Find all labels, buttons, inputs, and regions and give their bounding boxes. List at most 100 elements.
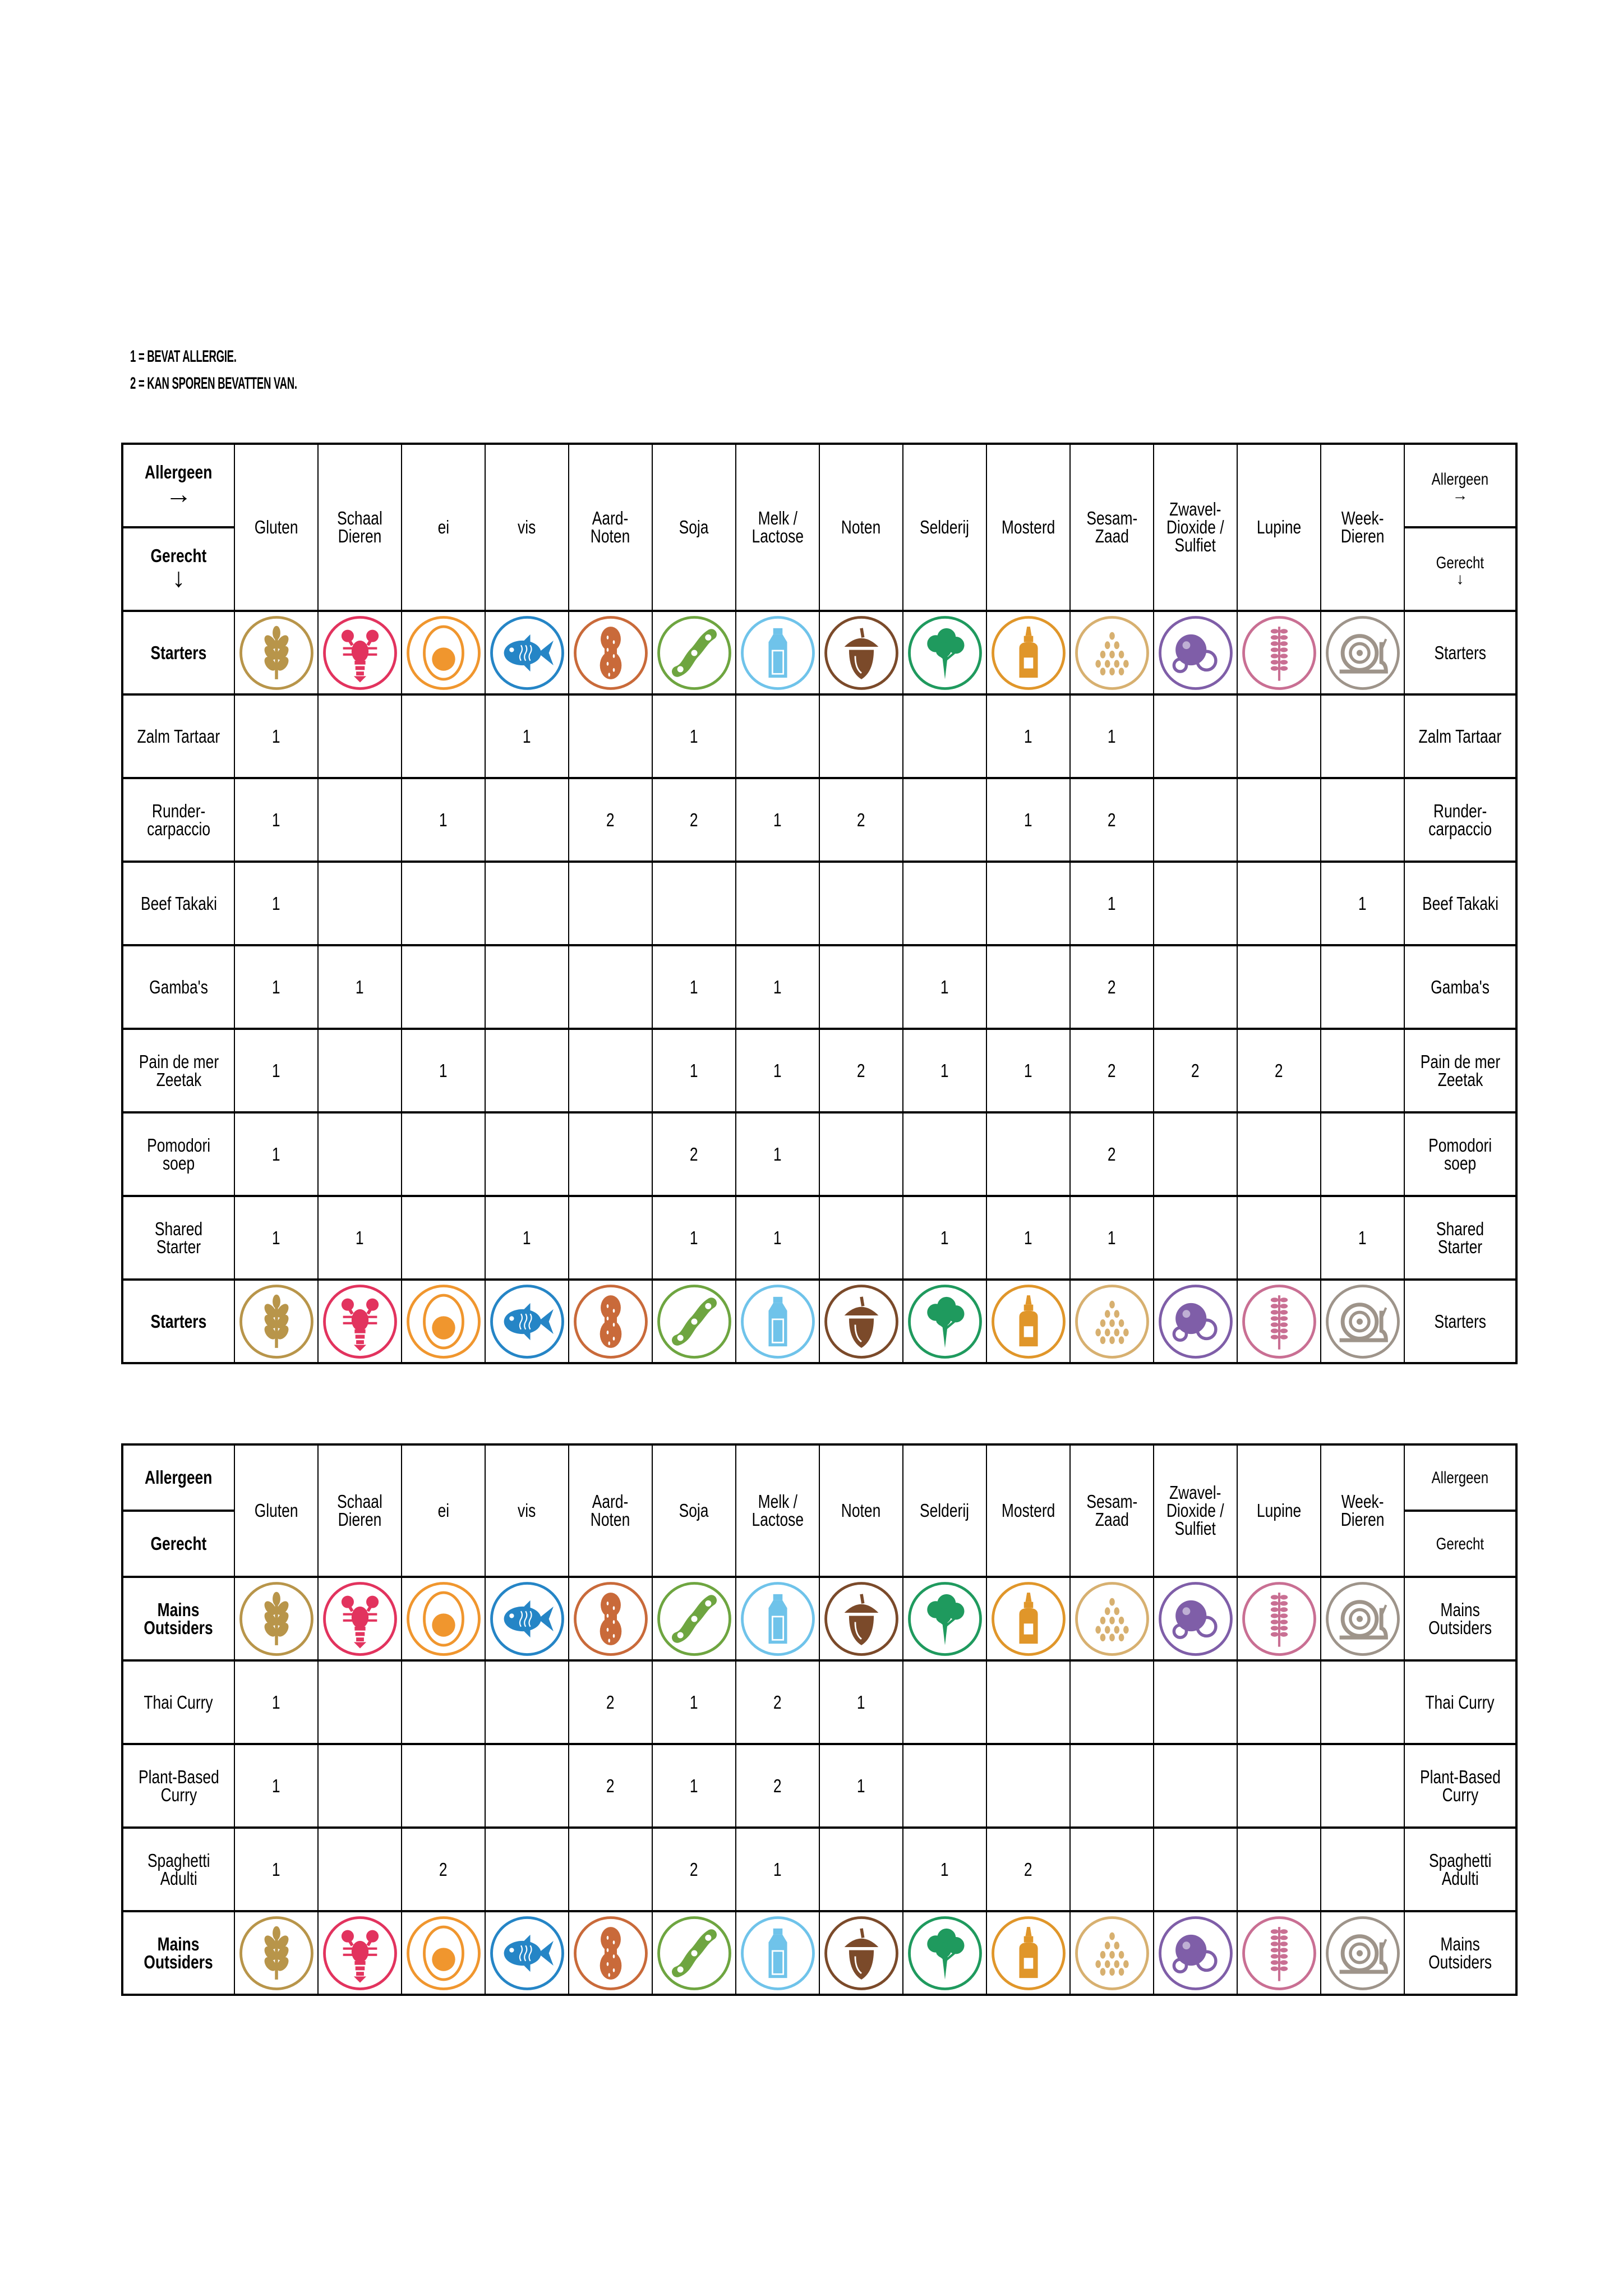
corner-dish-label: Gerecht (150, 545, 207, 566)
allergen-column-header: Sesam- Zaad (1069, 443, 1154, 612)
dish-row: Plant-Based Curry 1 2 1 2 1 Plant-Based Curry (122, 1743, 1517, 1829)
dish-name-text: Pomodori soep (146, 1134, 210, 1174)
allergen-value: 1 (690, 725, 698, 747)
allergen-icon-cell (234, 1910, 319, 1996)
section-name: Mains Outsiders (1428, 1599, 1492, 1638)
dish-row: Beef Takaki 1 1 1 Beef Takaki (122, 861, 1517, 946)
egg-icon (406, 1284, 481, 1359)
allergen-value-cell (485, 1743, 569, 1829)
allergen-value-cell (317, 1111, 402, 1197)
allergen-value-cell: 1 (234, 1743, 319, 1829)
dish-name-text: Runder- carpaccio (1428, 800, 1492, 839)
allergen-value-cell: 1 (652, 1659, 736, 1745)
allergen-value-cell: 2 (652, 1826, 736, 1912)
egg-icon (406, 615, 481, 690)
allergen-value-cell: 1 (234, 1028, 319, 1114)
allergen-icon-cell (1320, 1576, 1405, 1662)
section-label-right: Mains Outsiders (1404, 1910, 1517, 1996)
allergen-value: 1 (857, 1775, 865, 1796)
allergen-name: Mosterd (1001, 517, 1055, 537)
allergen-icon-cell (1320, 1278, 1405, 1364)
allergen-value: 2 (606, 809, 615, 830)
allergen-column-header: Schaal Dieren (317, 443, 402, 612)
lobster-icon (322, 615, 397, 690)
allergen-value-cell (1237, 1743, 1321, 1829)
allergen-value: 2 (439, 1858, 448, 1880)
allergen-value-cell: 2 (568, 1743, 653, 1829)
allergen-value-cell (317, 1659, 402, 1745)
allergen-value: 2 (606, 1775, 615, 1796)
allergen-value-cell: 2 (735, 1659, 820, 1745)
sulfite-icon (1158, 1916, 1233, 1990)
dish-name: Plant-Based Curry (122, 1743, 235, 1829)
dish-name: Pomodori soep (122, 1111, 235, 1197)
wheat-icon (239, 615, 313, 690)
allergen-value-cell (1320, 1826, 1405, 1912)
allergen-icon-cell (986, 610, 1071, 696)
allergen-column-header: Melk / Lactose (735, 1443, 820, 1578)
dish-name: Gamba's (122, 944, 235, 1030)
allergen-value-cell (317, 777, 402, 863)
lupine-icon (1242, 1916, 1316, 1990)
lobster-icon (322, 1916, 397, 1990)
allergen-name: Schaal Dieren (337, 508, 382, 546)
celery-icon (907, 1284, 982, 1359)
corner-allergen-label: Allergeen (145, 1467, 213, 1488)
legend-contains: 1 = BEVAT ALLERGIE. (130, 347, 237, 366)
allergen-icon-cell (735, 610, 820, 696)
egg-icon (406, 1581, 481, 1656)
allergen-icon-cell (234, 1278, 319, 1364)
dish-name-text: Beef Takaki (140, 892, 217, 914)
section-label-right: Mains Outsiders (1404, 1576, 1517, 1662)
allergen-table-mains: Allergeen Gluten Schaal Dieren ei vis Aard- N… (121, 1443, 1518, 1996)
peanut-icon (573, 615, 648, 690)
header-row: Allergeen Gluten Schaal Dieren ei vis Aard- N… (122, 1443, 1517, 1578)
allergen-value-cell: 1 (652, 944, 736, 1030)
sesame-icon (1075, 1916, 1149, 1990)
allergen-value-cell (1237, 1111, 1321, 1197)
allergen-value: 2 (857, 1060, 865, 1081)
dish-row: Gamba's 1 1 1 1 1 2 Gamba's (122, 944, 1517, 1030)
dish-name-text: Pain de mer Zeetak (1420, 1051, 1500, 1090)
allergen-icon-cell (652, 1910, 736, 1996)
soy-icon (657, 615, 731, 690)
allergen-name: Lupine (1256, 517, 1302, 537)
celery-icon (907, 1916, 982, 1990)
allergen-value-cell (401, 944, 486, 1030)
allergen-value: 1 (690, 1775, 698, 1796)
allergen-value-cell: 1 (735, 1195, 820, 1281)
dish-name-text: Shared Starter (1436, 1218, 1484, 1257)
allergen-value: 1 (272, 809, 280, 830)
allergen-value-cell: 1 (652, 693, 736, 779)
allergen-value-cell: 1 (735, 1111, 820, 1197)
allergen-icon-cell (317, 1278, 402, 1364)
allergen-value: 1 (773, 1227, 782, 1248)
arrow-right-icon: → (1452, 486, 1468, 504)
allergen-value: 1 (773, 809, 782, 830)
celery-icon (907, 1581, 982, 1656)
allergen-value-cell (401, 1195, 486, 1281)
allergen-value-cell: 2 (986, 1826, 1071, 1912)
allergen-value-cell (986, 1111, 1071, 1197)
right-allergen-header: Allergeen (1404, 1443, 1517, 1512)
allergen-icon-cell (1320, 1910, 1405, 1996)
dish-row: Runder- carpaccio 1 1 2 2 1 2 1 2 Runder- carpacc… (122, 777, 1517, 863)
allergen-value: 2 (1275, 1060, 1283, 1081)
celery-icon (907, 615, 982, 690)
section-name: Starters (150, 1310, 207, 1332)
allergen-icon-cell (317, 610, 402, 696)
fish-icon (490, 1916, 564, 1990)
allergen-icon-cell (568, 1910, 653, 1996)
dish-name-text: Beef Takaki (1422, 892, 1498, 914)
allergen-value: 1 (1108, 1227, 1116, 1248)
allergen-icon-cell (902, 610, 987, 696)
allergen-value-cell (819, 861, 903, 946)
allergen-value: 1 (1024, 1060, 1032, 1081)
allergen-column-header: Gluten (234, 443, 319, 612)
allergen-icon-cell (485, 1576, 569, 1662)
allergen-column-header: Schaal Dieren (317, 1443, 402, 1578)
dish-name: Runder- carpaccio (122, 777, 235, 863)
allergen-value-cell: 2 (819, 777, 903, 863)
allergen-value-cell: 2 (401, 1826, 486, 1912)
allergen-column-header: Mosterd (986, 443, 1071, 612)
